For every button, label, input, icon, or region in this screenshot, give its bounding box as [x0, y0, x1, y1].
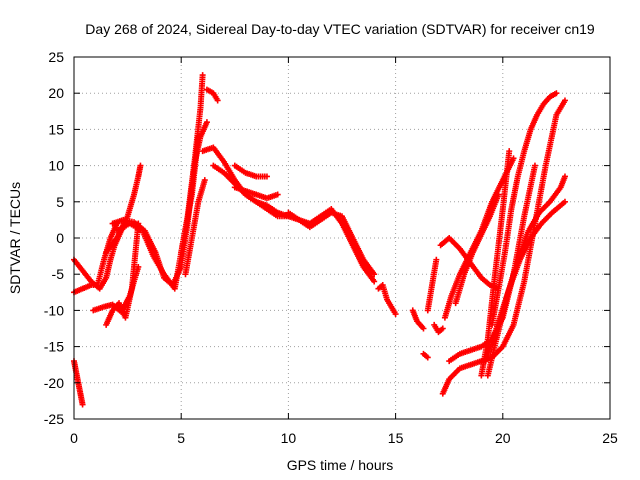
y-tick-label: -15 [44, 339, 64, 355]
x-tick-label: 15 [388, 430, 404, 446]
y-axis-label: SDTVAR / TECUs [7, 182, 23, 294]
data-point [371, 278, 378, 285]
data-point [495, 191, 502, 198]
data-point [561, 198, 568, 205]
data-point [531, 162, 538, 169]
data-point [561, 173, 568, 180]
data-point [79, 401, 86, 408]
grid-lines [74, 57, 610, 419]
data-point [203, 119, 210, 126]
data-point [199, 72, 206, 79]
x-axis: 0 5 10 15 20 25 [70, 57, 618, 446]
data-point [553, 90, 560, 97]
x-tick-label: 25 [602, 430, 618, 446]
data-point [424, 354, 431, 361]
data-point [137, 162, 144, 169]
y-tick-label: -5 [52, 266, 65, 282]
data-point [510, 155, 517, 162]
data-point [263, 173, 270, 180]
x-tick-label: 5 [177, 430, 185, 446]
data-point [371, 271, 378, 278]
data-point [506, 148, 513, 155]
y-tick-label: -25 [44, 411, 64, 427]
y-tick-label: -10 [44, 302, 64, 318]
y-tick-label: 25 [48, 49, 64, 65]
x-tick-label: 0 [70, 430, 78, 446]
x-tick-label: 10 [281, 430, 297, 446]
data-point [201, 177, 208, 184]
data-point [433, 256, 440, 263]
x-axis-label: GPS time / hours [287, 457, 394, 473]
y-tick-label: 15 [48, 121, 64, 137]
data-point [561, 97, 568, 104]
y-tick-label: 10 [48, 158, 64, 174]
chart-title: Day 268 of 2024, Sidereal Day-to-day VTE… [85, 21, 595, 37]
data-point [439, 325, 446, 332]
x-tick-label: 20 [495, 430, 511, 446]
y-axis: -25 -20 -15 -10 -5 0 5 10 15 20 25 [44, 49, 610, 427]
data-point [274, 191, 281, 198]
data-point [420, 325, 427, 332]
y-tick-label: 20 [48, 85, 64, 101]
data-point [392, 311, 399, 318]
data-point [214, 97, 221, 104]
y-tick-label: 5 [56, 194, 64, 210]
data-points [71, 72, 568, 408]
y-tick-label: 0 [56, 230, 64, 246]
data-point [135, 263, 142, 270]
y-tick-label: -20 [44, 375, 64, 391]
